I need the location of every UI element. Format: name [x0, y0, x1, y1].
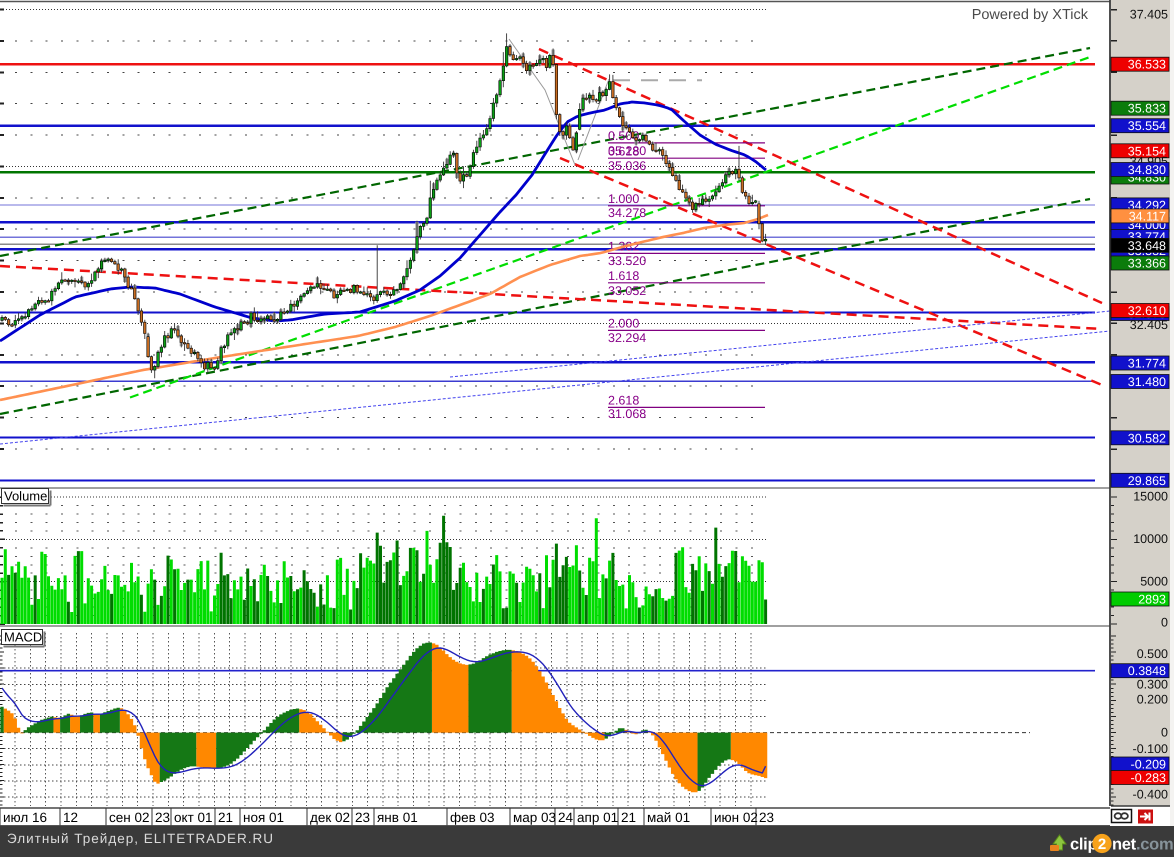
svg-text:2893: 2893 [1138, 593, 1166, 607]
svg-text:23: 23 [759, 810, 774, 825]
svg-text:21: 21 [218, 810, 233, 825]
svg-text:2.618: 2.618 [608, 394, 639, 408]
svg-text:33.520: 33.520 [608, 254, 646, 268]
svg-text:2: 2 [1098, 836, 1106, 853]
svg-text:33.366: 33.366 [1128, 257, 1166, 271]
svg-text:Volume: Volume [4, 489, 47, 504]
svg-text:0.200: 0.200 [1137, 693, 1168, 707]
svg-text:0: 0 [1161, 726, 1168, 740]
svg-text:31.068: 31.068 [608, 407, 646, 421]
svg-text:май 01: май 01 [647, 810, 690, 825]
svg-text:0.300: 0.300 [1137, 678, 1168, 692]
svg-text:фев 03: фев 03 [450, 810, 495, 825]
svg-text:23: 23 [355, 810, 370, 825]
svg-text:0: 0 [1161, 616, 1168, 630]
svg-text:янв 01: янв 01 [377, 810, 418, 825]
svg-text:33.052: 33.052 [608, 284, 646, 298]
svg-text:30.582: 30.582 [1128, 431, 1166, 445]
svg-text:окт 01: окт 01 [174, 810, 213, 825]
svg-text:0.618: 0.618 [608, 145, 639, 159]
svg-text:35.036: 35.036 [608, 159, 646, 173]
svg-text:Powered by XTick: Powered by XTick [972, 7, 1089, 23]
svg-text:-0.400: -0.400 [1133, 788, 1168, 802]
svg-text:дек 02: дек 02 [310, 810, 350, 825]
svg-text:12: 12 [63, 810, 78, 825]
svg-text:Элитный Трейдер, ELITETRADER.R: Элитный Трейдер, ELITETRADER.RU [7, 831, 274, 846]
svg-text:1.000: 1.000 [608, 192, 639, 206]
svg-text:33.648: 33.648 [1128, 239, 1166, 253]
svg-text:37.405: 37.405 [1130, 8, 1168, 22]
svg-text:1.618: 1.618 [608, 269, 639, 283]
svg-text:0.500: 0.500 [1137, 647, 1168, 661]
svg-text:ноя 01: ноя 01 [243, 810, 284, 825]
svg-text:34.117: 34.117 [1129, 209, 1166, 223]
svg-text:35.833: 35.833 [1128, 102, 1166, 116]
svg-text:31.480: 31.480 [1128, 375, 1166, 389]
svg-text:34.278: 34.278 [608, 206, 646, 220]
svg-text:5000: 5000 [1140, 575, 1168, 589]
svg-text:2.000: 2.000 [608, 317, 639, 331]
svg-text:апр 01: апр 01 [577, 810, 618, 825]
svg-text:24: 24 [558, 810, 574, 825]
svg-text:.com: .com [1136, 836, 1173, 854]
svg-text:сен 02: сен 02 [109, 810, 149, 825]
svg-text:35.554: 35.554 [1128, 119, 1166, 133]
svg-text:10000: 10000 [1133, 532, 1168, 546]
svg-text:июл 16: июл 16 [3, 810, 47, 825]
svg-text:0.3848: 0.3848 [1128, 664, 1166, 678]
svg-text:-0.209: -0.209 [1131, 758, 1166, 772]
svg-text:34.830: 34.830 [1128, 163, 1166, 177]
svg-text:net: net [1112, 836, 1137, 854]
svg-text:clip: clip [1070, 836, 1097, 854]
svg-text:32.294: 32.294 [608, 331, 646, 345]
svg-text:MACD: MACD [4, 630, 42, 645]
svg-text:23: 23 [155, 810, 170, 825]
svg-text:31.774: 31.774 [1128, 357, 1166, 371]
svg-text:-0.283: -0.283 [1131, 771, 1166, 785]
svg-text:36.533: 36.533 [1128, 58, 1166, 72]
svg-text:32.610: 32.610 [1128, 304, 1166, 318]
svg-text:35.280: 35.280 [608, 144, 646, 158]
svg-text:15000: 15000 [1133, 490, 1168, 504]
svg-text:июн 02: июн 02 [714, 810, 758, 825]
svg-text:29.865: 29.865 [1128, 474, 1166, 488]
svg-text:-0.100: -0.100 [1133, 742, 1168, 756]
svg-text:32.405: 32.405 [1130, 318, 1168, 332]
svg-text:35.154: 35.154 [1128, 144, 1166, 158]
svg-text:21: 21 [621, 810, 636, 825]
svg-text:мар 03: мар 03 [513, 810, 556, 825]
